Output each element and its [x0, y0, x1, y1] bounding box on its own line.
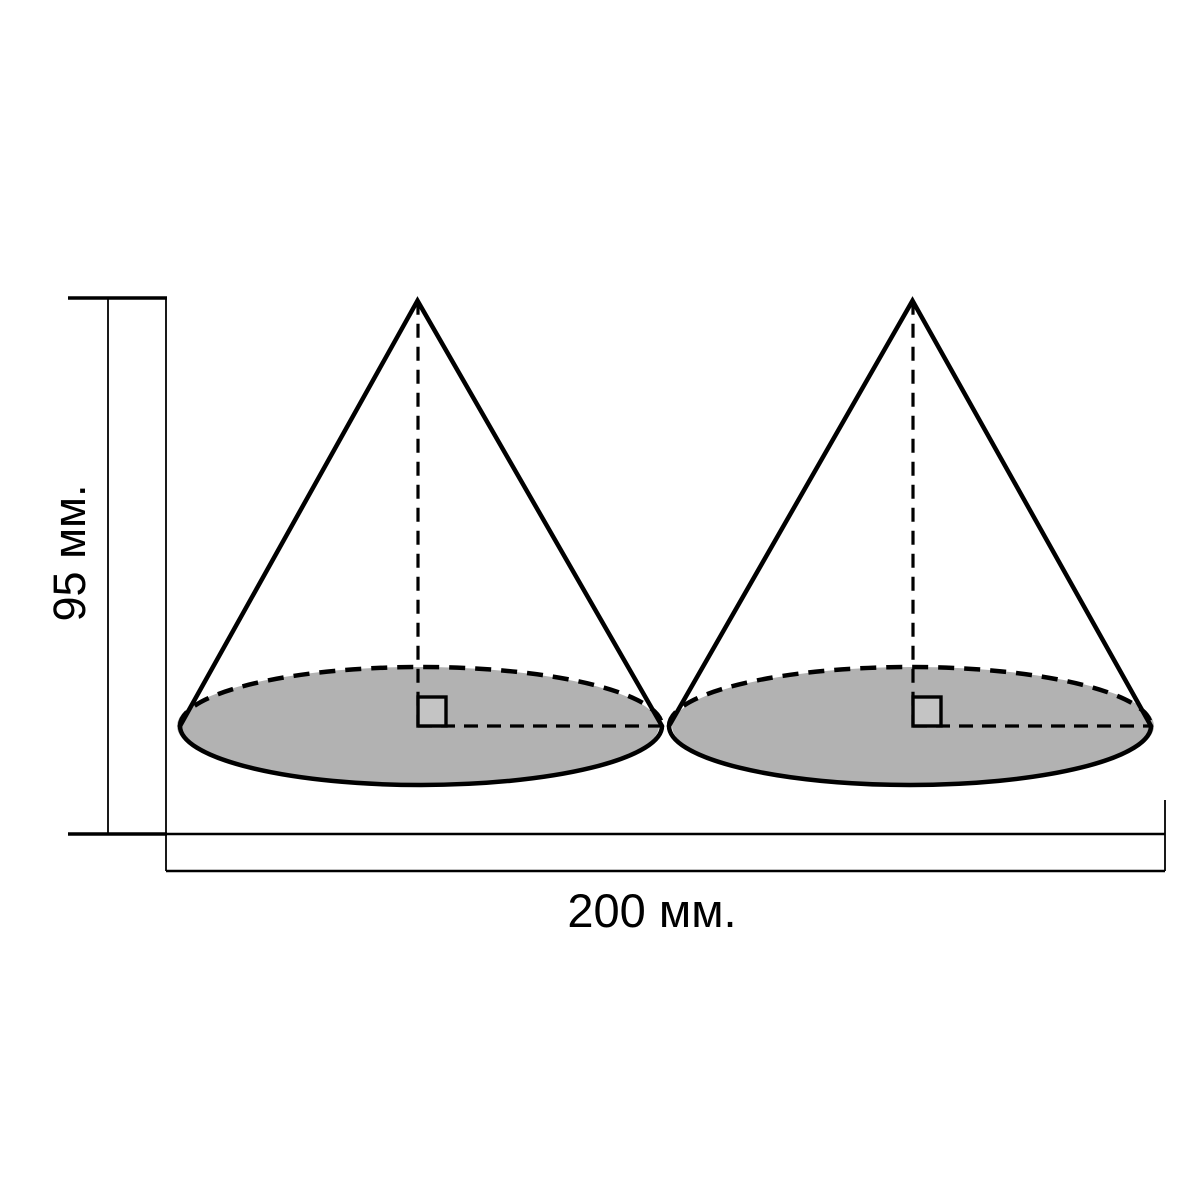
svg-text:95 мм.: 95 мм.: [44, 485, 95, 622]
svg-text:200 мм.: 200 мм.: [567, 884, 736, 937]
